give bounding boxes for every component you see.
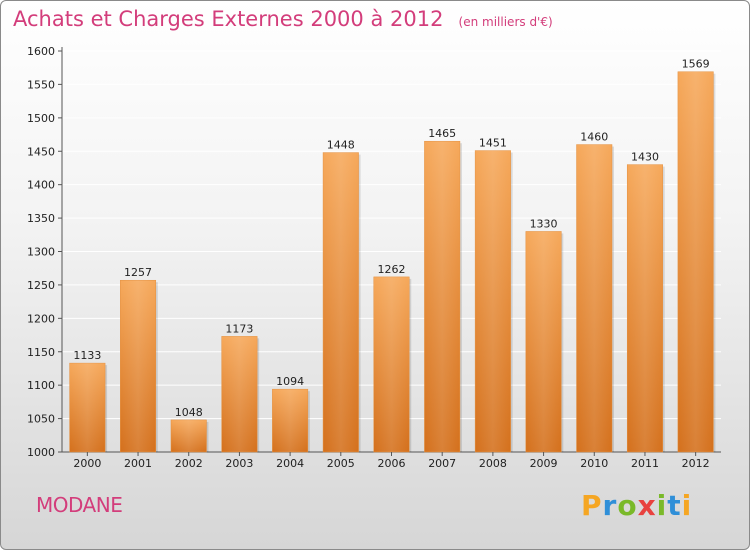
commune-name: MODANE <box>36 493 123 517</box>
data-label: 1569 <box>682 58 710 71</box>
y-tick-label: 1600 <box>27 45 55 58</box>
data-label: 1173 <box>225 322 253 335</box>
proxiti-logo: Proxiti <box>581 489 692 522</box>
y-tick-label: 1000 <box>27 446 55 459</box>
y-tick-label: 1200 <box>27 312 55 325</box>
x-tick-label: 2002 <box>175 457 203 470</box>
data-label: 1133 <box>73 349 101 362</box>
y-tick-label: 1050 <box>27 413 55 426</box>
logo-letter: P <box>581 489 603 522</box>
x-tick-label: 2006 <box>378 457 406 470</box>
data-label: 1257 <box>124 266 152 279</box>
y-tick-label: 1300 <box>27 246 55 259</box>
data-label: 1451 <box>479 137 507 150</box>
x-tick-label: 2003 <box>225 457 253 470</box>
logo-letter: i <box>656 489 668 522</box>
y-tick-label: 1400 <box>27 179 55 192</box>
bar-shine <box>424 141 460 452</box>
bar-shine <box>221 336 258 452</box>
data-label: 1094 <box>276 375 304 388</box>
x-tick-label: 2000 <box>73 457 101 470</box>
x-tick-label: 2005 <box>327 457 355 470</box>
bar-shine <box>525 231 562 452</box>
logo-letter: o <box>617 489 638 522</box>
logo-letter: r <box>602 489 618 522</box>
x-tick-label: 2004 <box>276 457 304 470</box>
bar-shine <box>576 144 613 453</box>
bar-shine <box>323 152 359 452</box>
bar-shine <box>475 150 511 452</box>
y-tick-label: 1550 <box>27 78 55 91</box>
x-tick-label: 2011 <box>631 457 659 470</box>
y-tick-label: 1100 <box>27 379 55 392</box>
logo-letter: t <box>667 489 682 522</box>
y-tick-label: 1150 <box>27 346 55 359</box>
bar-shine <box>677 71 714 453</box>
data-label: 1048 <box>175 406 203 419</box>
x-tick-label: 2007 <box>428 457 456 470</box>
bar-shine <box>69 363 106 452</box>
bar-shine <box>373 276 410 452</box>
x-tick-label: 2008 <box>479 457 507 470</box>
data-label: 1465 <box>428 127 456 140</box>
title-row: Achats et Charges Externes 2000 à 2012 (… <box>13 7 553 31</box>
bar-shine <box>120 280 156 452</box>
y-tick-label: 1500 <box>27 112 55 125</box>
bar-shine <box>272 389 308 452</box>
x-tick-label: 2001 <box>124 457 152 470</box>
chart-title: Achats et Charges Externes 2000 à 2012 <box>13 7 444 31</box>
data-label: 1430 <box>631 151 659 164</box>
data-label: 1330 <box>530 217 558 230</box>
y-tick-label: 1450 <box>27 145 55 158</box>
bar-shine <box>170 419 207 452</box>
x-tick-label: 2012 <box>682 457 710 470</box>
logo-letter: i <box>681 489 693 522</box>
y-tick-label: 1250 <box>27 279 55 292</box>
logo-letter: x <box>637 489 657 522</box>
data-label: 1262 <box>378 263 406 276</box>
data-label: 1448 <box>327 139 355 152</box>
x-tick-label: 2009 <box>530 457 558 470</box>
y-tick-label: 1350 <box>27 212 55 225</box>
data-label: 1460 <box>580 131 608 144</box>
x-tick-label: 2010 <box>580 457 608 470</box>
chart-subtitle: (en milliers d'€) <box>458 15 553 29</box>
bar-shine <box>627 164 663 452</box>
